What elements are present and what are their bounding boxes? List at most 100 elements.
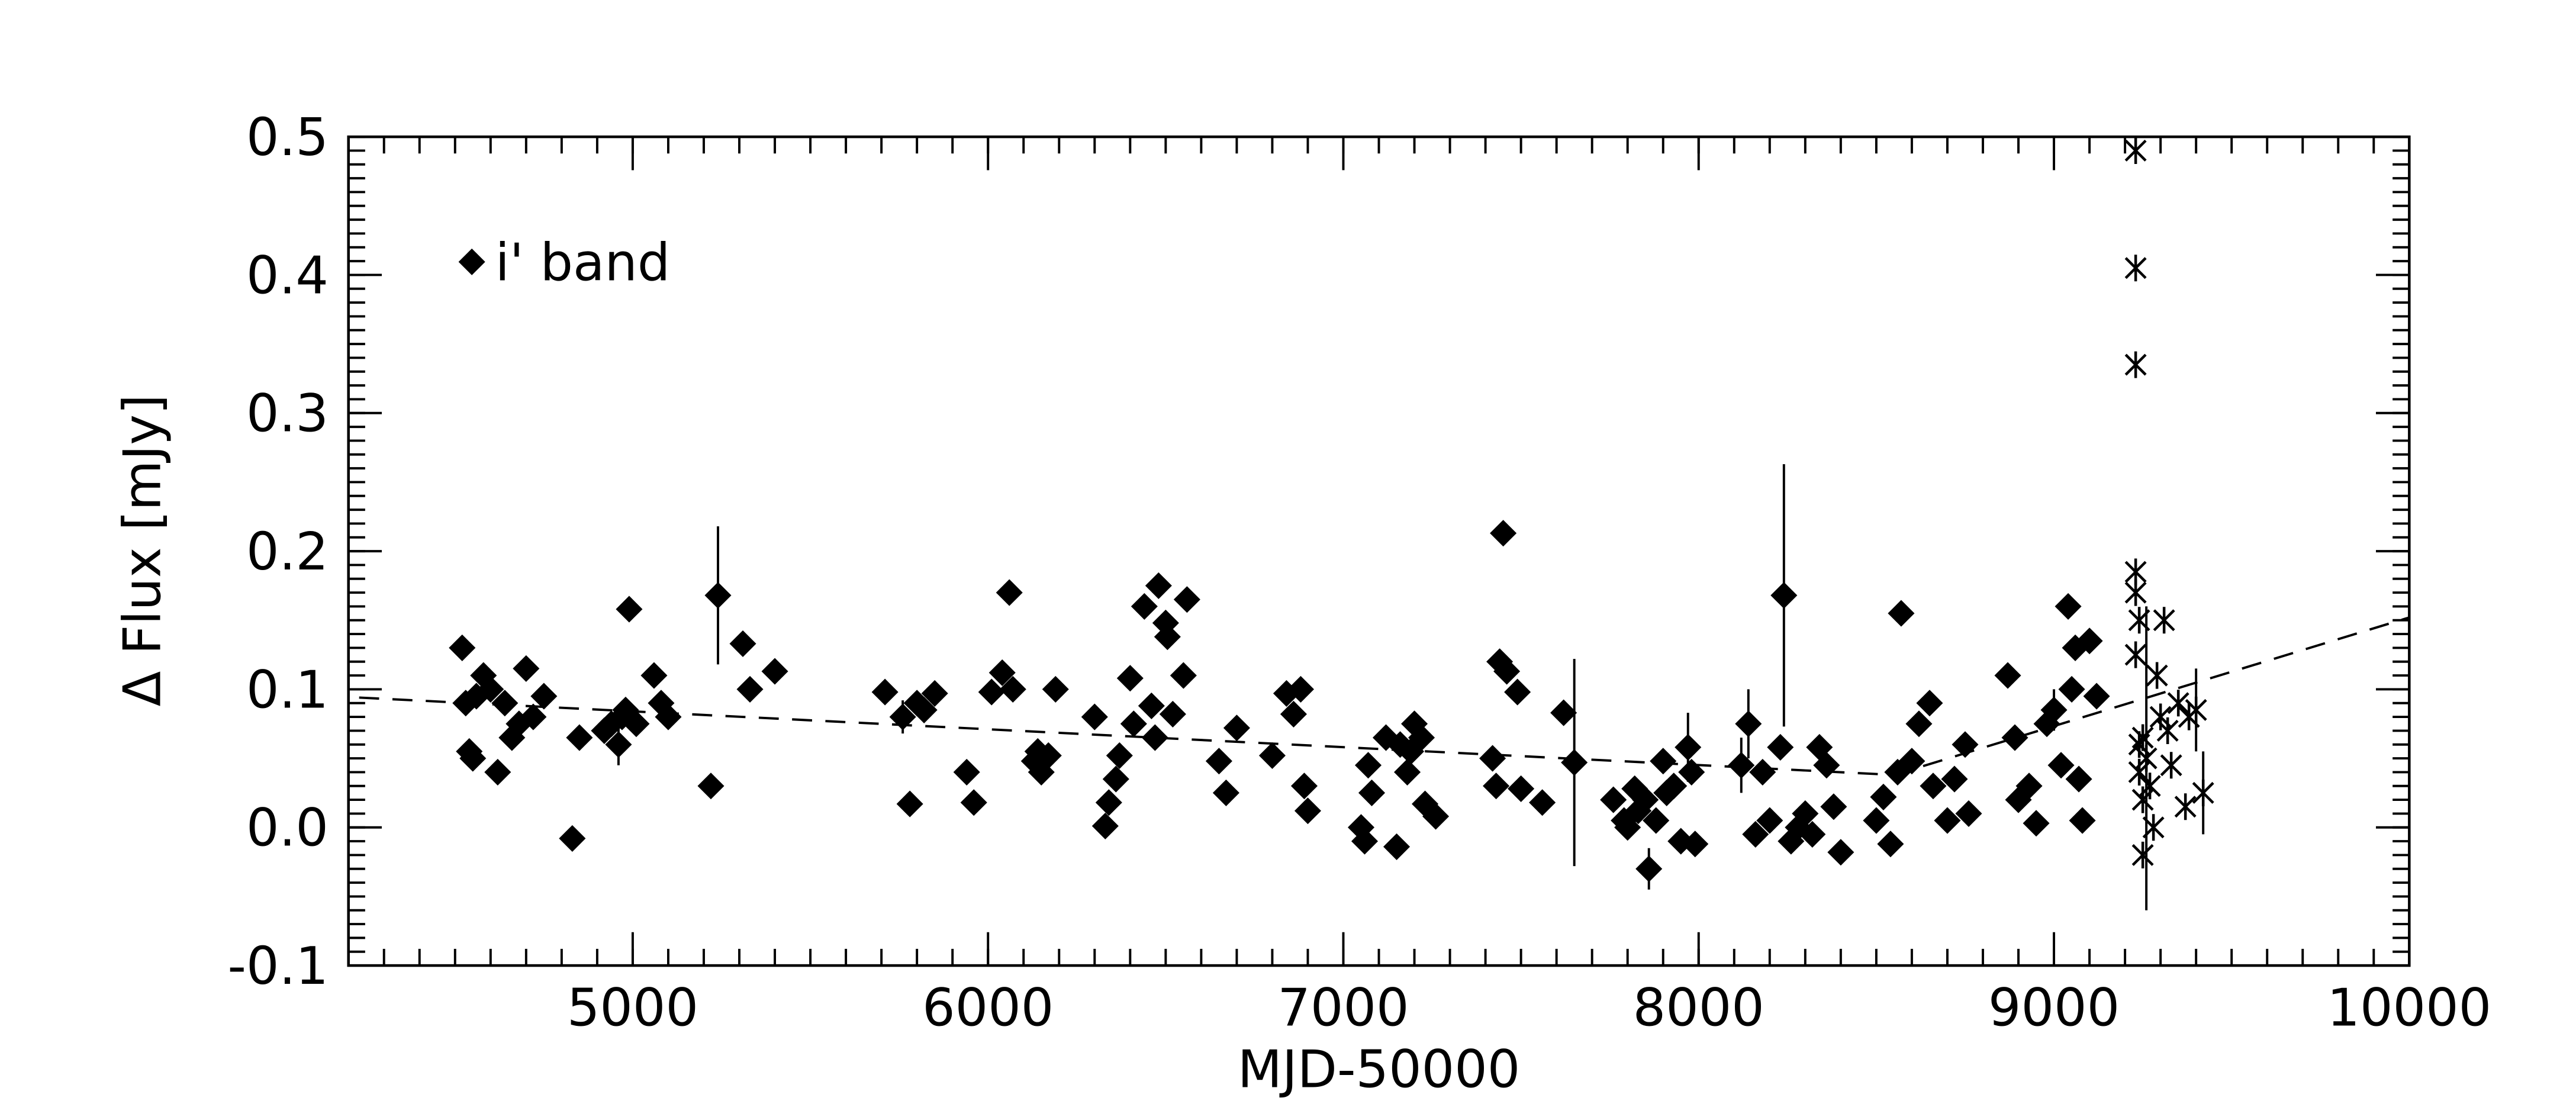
data-point <box>1035 742 1062 769</box>
data-point <box>2083 683 2110 710</box>
data-point <box>513 655 540 682</box>
data-point <box>1294 797 1321 825</box>
data-point <box>2146 662 2168 689</box>
data-point <box>871 678 899 706</box>
data-point <box>1383 833 1411 860</box>
data-point <box>1863 807 1890 834</box>
data-point <box>1081 703 1108 730</box>
y-tick-label: 0.2 <box>246 522 329 582</box>
data-point <box>1632 786 1659 813</box>
data-point <box>1920 773 1947 800</box>
data-point <box>2174 793 2197 820</box>
data-point <box>697 773 724 800</box>
data-point <box>1223 714 1250 742</box>
data-point <box>1170 662 1197 689</box>
data-point <box>736 675 764 703</box>
data-point <box>2131 841 2154 868</box>
data-point <box>999 675 1026 703</box>
data-point <box>1614 814 1641 841</box>
data-point <box>2015 773 2043 800</box>
data-point <box>1479 745 1506 772</box>
data-point <box>1770 582 1798 609</box>
data-point <box>1493 658 1521 685</box>
data-point <box>1756 807 1783 834</box>
legend-label: i' band <box>495 232 671 292</box>
y-tick-label: 0.3 <box>246 384 329 444</box>
data-point <box>2065 765 2092 793</box>
data-point <box>2069 807 2096 834</box>
data-point <box>1650 748 1677 775</box>
data-point <box>1888 600 1915 627</box>
data-point <box>1898 748 1925 775</box>
data-point <box>1042 675 1069 703</box>
data-point <box>1820 793 1847 820</box>
data-point <box>910 696 938 723</box>
data-point <box>449 634 476 661</box>
data-point <box>459 745 487 772</box>
data-point <box>1643 807 1670 834</box>
data-point <box>921 680 948 707</box>
data-point <box>1504 678 1531 706</box>
data-point <box>2185 696 2207 723</box>
x-tick-label: 7000 <box>1277 977 1409 1038</box>
x-tick-label: 10000 <box>2327 977 2491 1038</box>
data-point <box>960 789 987 816</box>
data-point <box>1529 789 1556 816</box>
data-point <box>2040 696 2068 723</box>
data-point <box>1490 520 1517 547</box>
data-point <box>1358 779 1386 806</box>
data-point <box>1916 690 1943 717</box>
data-point <box>1877 831 1904 858</box>
legend-marker <box>458 248 485 275</box>
data-point <box>2058 675 2085 703</box>
data-point <box>1742 820 1769 848</box>
data-point <box>1635 855 1663 883</box>
data-point <box>1120 710 1147 738</box>
data-point <box>2001 724 2028 751</box>
data-point <box>2124 641 2147 668</box>
data-point <box>1682 831 1709 858</box>
x-tick-label: 6000 <box>922 977 1054 1038</box>
data-point <box>2142 814 2165 841</box>
data-point <box>1483 773 1510 800</box>
y-tick-label: 0.4 <box>246 245 329 305</box>
data-point <box>1290 773 1318 800</box>
data-point <box>1728 752 1755 779</box>
data-point <box>1941 765 1968 793</box>
data-point <box>704 582 732 609</box>
data-point <box>1280 700 1307 728</box>
data-point <box>1561 749 1588 776</box>
data-point <box>1955 800 1982 827</box>
data-point <box>2139 773 2161 800</box>
data-point <box>2153 607 2175 634</box>
data-point <box>1408 724 1435 751</box>
y-tick-label: -0.1 <box>228 936 329 996</box>
data-point <box>978 678 1005 706</box>
data-point <box>1141 724 1168 751</box>
data-point <box>566 724 593 751</box>
data-point <box>623 710 650 738</box>
data-point <box>559 825 586 852</box>
data-point <box>2156 717 2179 744</box>
data-point <box>2047 752 2075 779</box>
trend-line <box>359 616 2410 777</box>
data-point <box>1394 758 1421 786</box>
data-point <box>1091 812 1119 839</box>
data-point <box>1159 700 1186 728</box>
data-point <box>2131 724 2154 751</box>
y-tick-label: 0.1 <box>246 659 329 720</box>
data-point <box>2023 810 2050 837</box>
data-point <box>1287 675 1314 703</box>
x-tick-label: 9000 <box>1988 977 2120 1038</box>
data-point <box>1212 779 1239 806</box>
data-point <box>1116 665 1144 692</box>
data-point <box>1994 662 2021 689</box>
data-point <box>1660 773 1688 800</box>
data-point <box>477 675 504 703</box>
data-point <box>2076 627 2103 655</box>
data-point <box>1154 623 1181 651</box>
data-point <box>1749 758 1776 786</box>
data-point <box>1735 710 1762 738</box>
data-point <box>761 658 788 685</box>
